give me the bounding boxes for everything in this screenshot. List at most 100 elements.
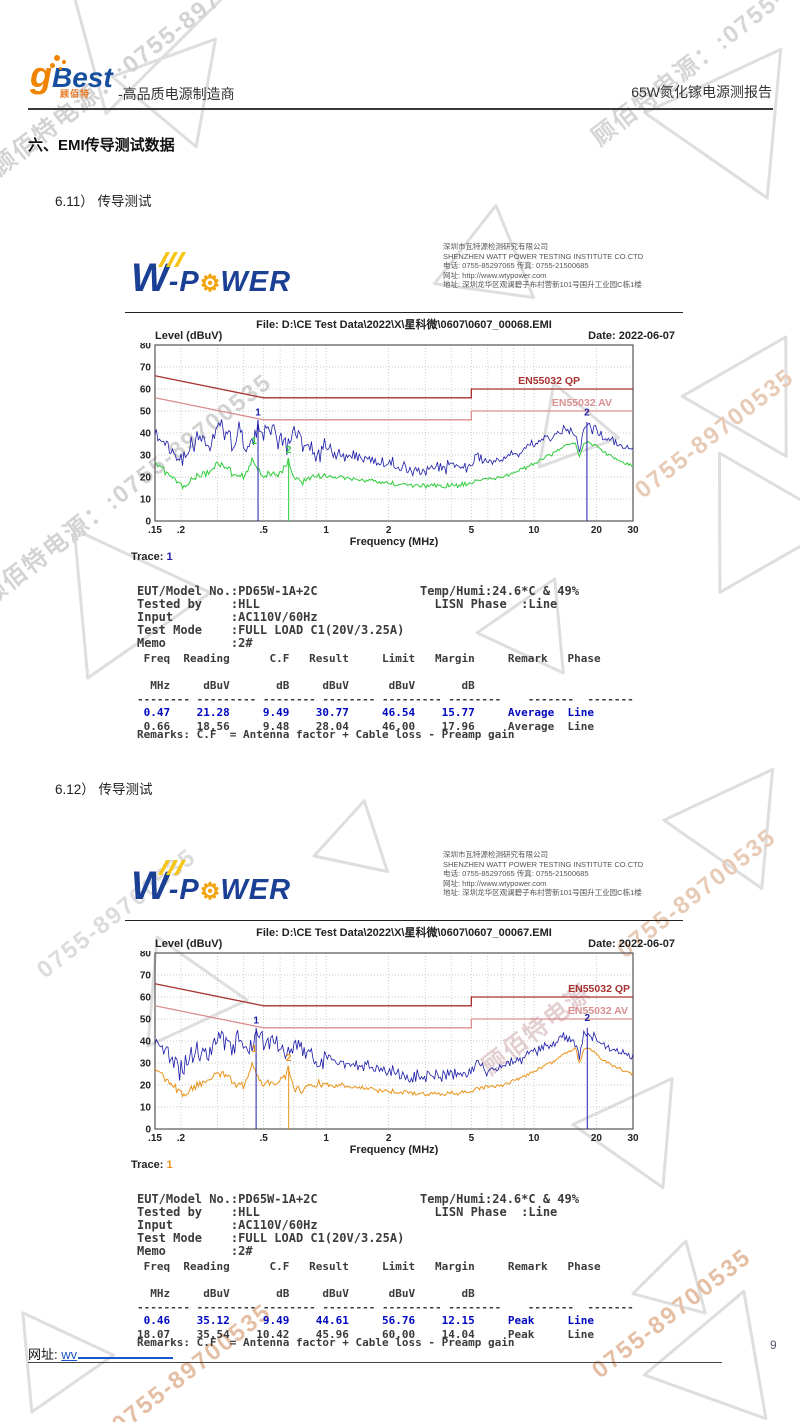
svg-text:20: 20 <box>591 1133 603 1144</box>
measurement-table: Freq Reading C.F Result Limit Margin Rem… <box>137 1260 634 1341</box>
svg-text:20: 20 <box>140 1081 152 1092</box>
svg-text:2: 2 <box>386 1133 392 1144</box>
svg-text:2: 2 <box>584 1013 590 1024</box>
table-line: 0.66 18.56 9.48 28.04 46.00 17.96 Averag… <box>137 719 594 733</box>
table-line: 18.07 35.54 10.42 45.96 60.00 14.04 Peak… <box>137 1327 594 1341</box>
gobest-logo: gBest 顾佰特 <box>30 54 125 106</box>
svg-text:10: 10 <box>140 495 152 506</box>
svg-text:5: 5 <box>469 525 475 536</box>
lab-phone: 电话: 0755-85297065 传真: 0755-21500685 <box>443 261 589 271</box>
trace-label: Trace: <box>131 551 164 563</box>
logo-wer: WER <box>220 874 292 906</box>
svg-text:2: 2 <box>286 445 292 456</box>
table-line: Freq Reading C.F Result Limit Margin Rem… <box>137 652 601 665</box>
svg-text:60: 60 <box>140 993 152 1004</box>
lab-name-en: SHENZHEN WATT POWER TESTING INSTITUTE CO… <box>443 251 644 261</box>
svg-text:80: 80 <box>140 951 152 960</box>
test-report-block-2: W-P⚙WER 深圳市瓦特源检测研究有限公司 SHENZHEN WATT POW… <box>125 850 683 1363</box>
trace-number: 1 <box>166 551 173 563</box>
subsection-title-1: 6.11） 传导测试 <box>55 194 152 209</box>
svg-text:2: 2 <box>584 407 590 418</box>
logo-stripes-icon <box>154 860 188 875</box>
svg-text:30: 30 <box>627 525 639 536</box>
table-line <box>137 666 634 680</box>
table-line: -------- --------- -------- -------- ---… <box>137 692 634 706</box>
table-line: MHz dBuV dB dBuV dBuV dB <box>137 679 568 692</box>
eut-info-right: Temp/Humi:24.6*C & 49% LISN Phase :Line <box>420 1192 579 1219</box>
table-line: Freq Reading C.F Result Limit Margin Rem… <box>137 1260 601 1273</box>
svg-text:50: 50 <box>140 1015 152 1026</box>
file-path: File: D:\CE Test Data\2022\X\星科微\0607\06… <box>256 319 552 331</box>
measurement-table: Freq Reading C.F Result Limit Margin Rem… <box>137 652 634 733</box>
eut-info-block: EUT/Model No.:PD65W-1A+2C Tested by :HLL… <box>137 1193 677 1258</box>
svg-text:80: 80 <box>140 343 152 352</box>
lab-website: 网址: http://www.wtypower.com <box>443 878 547 888</box>
gear-icon: ⚙ <box>199 270 221 296</box>
logo-g: g <box>30 54 52 95</box>
file-path: File: D:\CE Test Data\2022\X\星科微\0607\06… <box>256 927 552 939</box>
svg-text:.5: .5 <box>259 1133 268 1144</box>
watermark-triangle <box>21 1311 115 1414</box>
svg-text:10: 10 <box>528 1133 540 1144</box>
lab-phone: 电话: 0755-85297065 传真: 0755-21500685 <box>443 869 589 879</box>
lab-divider <box>125 920 683 921</box>
lab-website: 网址: http://www.wtypower.com <box>443 270 547 280</box>
logo-dot-icon <box>59 67 62 70</box>
table-line: -------- --------- -------- -------- ---… <box>137 1300 634 1314</box>
trace-number: 1 <box>166 1159 173 1171</box>
test-report-block-1: W-P⚙WER 深圳市瓦特源检测研究有限公司 SHENZHEN WATT POW… <box>125 242 683 755</box>
svg-text:1: 1 <box>323 1133 329 1144</box>
svg-text:EN55032 AV: EN55032 AV <box>568 1005 628 1017</box>
lab-name-cn: 深圳市瓦特源检测研究有限公司 <box>443 242 548 251</box>
date-label: Date: 2022-06-07 <box>588 938 675 950</box>
trace-label: Trace: <box>131 1159 164 1171</box>
svg-text:20: 20 <box>140 473 152 484</box>
y-axis-title: Level (dBuV) <box>155 938 223 950</box>
svg-text:40: 40 <box>140 429 152 440</box>
svg-text:5: 5 <box>469 1133 475 1144</box>
svg-text:70: 70 <box>140 363 152 374</box>
logo-dot-icon <box>54 55 60 61</box>
svg-text:2: 2 <box>386 525 392 536</box>
svg-text:20: 20 <box>591 525 603 536</box>
website-link[interactable]: wv <box>61 1347 174 1362</box>
svg-text:50: 50 <box>140 407 152 418</box>
lab-divider <box>125 312 683 313</box>
website-label: 网址: <box>28 1347 58 1362</box>
svg-text:0: 0 <box>145 517 151 528</box>
lab-name-en: SHENZHEN WATT POWER TESTING INSTITUTE CO… <box>443 859 644 869</box>
company-tagline: -高品质电源制造商 <box>118 86 235 102</box>
lab-contact-info: 深圳市瓦特源检测研究有限公司 SHENZHEN WATT POWER TESTI… <box>443 850 688 898</box>
lab-contact-info: 深圳市瓦特源检测研究有限公司 SHENZHEN WATT POWER TESTI… <box>443 242 688 290</box>
eut-info-left: EUT/Model No.:PD65W-1A+2C Tested by :HLL… <box>137 584 405 650</box>
svg-text:.2: .2 <box>177 1133 186 1144</box>
svg-text:.15: .15 <box>148 1133 162 1144</box>
logo-p: -P <box>168 266 200 298</box>
table-line: 0.47 21.28 9.49 30.77 46.54 15.77 Averag… <box>137 706 594 719</box>
logo-subtitle: 顾佰特 <box>60 89 91 99</box>
date-label: Date: 2022-06-07 <box>588 330 675 342</box>
logo-wer: WER <box>220 266 292 298</box>
watermark-triangle <box>643 47 783 200</box>
svg-text:70: 70 <box>140 971 152 982</box>
section-heading: 六、EMI传导测试数据 <box>28 137 175 154</box>
svg-text:40: 40 <box>140 1037 152 1048</box>
wpower-logo: W-P⚙WER <box>131 252 292 301</box>
page-number: 9 <box>770 1338 777 1352</box>
logo-dot-icon <box>50 63 55 68</box>
watermark-text: 顾佰特电源：:0755-89700535 <box>586 0 800 152</box>
svg-text:30: 30 <box>140 1059 152 1070</box>
svg-text:EN55032 QP: EN55032 QP <box>568 983 630 995</box>
table-line <box>137 1274 634 1288</box>
svg-text:.15: .15 <box>148 525 162 536</box>
svg-text:30: 30 <box>140 451 152 462</box>
link-underline <box>78 1357 174 1359</box>
header-divider <box>28 108 773 110</box>
logo-best: Best <box>52 62 113 93</box>
logo-stripes-icon <box>154 252 188 267</box>
table-line: MHz dBuV dB dBuV dBuV dB <box>137 1287 568 1300</box>
remarks-line: Remarks: C.F = Antenna factor + Cable lo… <box>137 1336 515 1349</box>
